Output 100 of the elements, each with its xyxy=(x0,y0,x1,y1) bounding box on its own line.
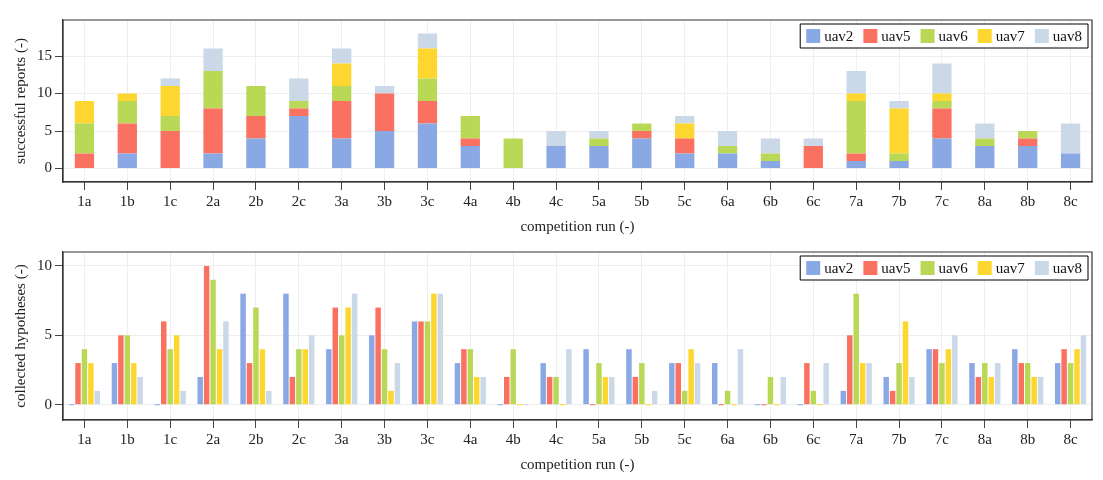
bar xyxy=(883,376,889,405)
bar xyxy=(246,138,266,168)
bar xyxy=(589,131,609,139)
x-tick-label: 2b xyxy=(248,192,264,209)
bar xyxy=(609,376,615,405)
bar xyxy=(982,363,988,405)
bar xyxy=(74,153,95,168)
y-tick-label: 0 xyxy=(44,395,52,412)
x-tick-label: 4c xyxy=(548,430,564,447)
bar xyxy=(760,161,781,168)
bar xyxy=(1018,138,1038,146)
bar xyxy=(632,376,639,405)
bar xyxy=(566,349,572,405)
bar xyxy=(474,376,480,405)
x-tick-label: 1b xyxy=(119,192,135,209)
bar xyxy=(767,376,774,405)
bar xyxy=(889,108,909,154)
bar xyxy=(167,349,173,405)
bar xyxy=(546,146,566,168)
bar xyxy=(803,138,823,146)
bar xyxy=(411,321,418,405)
bar xyxy=(117,153,137,168)
bar xyxy=(437,293,444,405)
bar xyxy=(846,153,866,161)
bar xyxy=(1018,146,1038,168)
bar xyxy=(639,363,645,405)
bar xyxy=(969,363,975,405)
bar xyxy=(1012,349,1018,405)
bar xyxy=(308,335,315,405)
bar xyxy=(823,363,829,405)
bar xyxy=(368,335,375,405)
x-tick-label: 4b xyxy=(505,192,521,209)
bar xyxy=(632,131,652,139)
bar xyxy=(694,363,701,405)
bar xyxy=(259,349,266,405)
y-tick-label: 0 xyxy=(44,159,52,176)
bar xyxy=(853,293,859,405)
bar xyxy=(160,116,180,131)
bar xyxy=(424,321,431,405)
bar xyxy=(975,376,982,405)
x-tick-label: 2a xyxy=(205,192,221,209)
bar xyxy=(381,349,388,405)
x-tick-label: 1a xyxy=(77,430,92,447)
legend-label: uav7 xyxy=(995,259,1026,276)
bar xyxy=(804,363,810,405)
bar xyxy=(760,138,781,154)
bar xyxy=(417,48,438,79)
bar xyxy=(717,153,738,168)
bar xyxy=(932,63,952,94)
bar xyxy=(1054,363,1061,405)
bar xyxy=(345,307,351,405)
bar xyxy=(504,376,510,405)
bar xyxy=(546,131,566,146)
bar xyxy=(180,390,186,405)
y-tick-label: 15 xyxy=(37,46,52,63)
bar xyxy=(846,71,866,94)
bar xyxy=(1074,349,1080,405)
bar xyxy=(88,363,94,405)
bar xyxy=(460,116,480,139)
x-tick-label: 1c xyxy=(163,192,178,209)
x-tick-label: 2a xyxy=(205,430,221,447)
bar xyxy=(75,363,81,405)
x-tick-label: 8c xyxy=(1063,192,1078,209)
bar xyxy=(589,146,609,168)
bar xyxy=(160,86,180,116)
legend-label: uav2 xyxy=(824,27,854,44)
bar xyxy=(847,335,853,405)
bar xyxy=(374,93,395,131)
bar xyxy=(394,363,401,405)
bar xyxy=(503,138,523,168)
bar xyxy=(160,78,180,86)
bar xyxy=(932,101,952,109)
y-tick-label: 5 xyxy=(44,326,52,343)
bar xyxy=(553,376,559,405)
y-axis-title: successful reports (-) xyxy=(11,38,29,164)
bar xyxy=(417,123,438,168)
bar xyxy=(669,363,675,405)
legend-label: uav5 xyxy=(881,259,911,276)
x-axis-title: competition run (-) xyxy=(520,455,635,473)
bar xyxy=(431,293,437,405)
x-tick-label: 8c xyxy=(1063,430,1078,447)
bar xyxy=(332,48,352,64)
bar xyxy=(632,138,652,168)
x-tick-label: 2c xyxy=(291,430,307,447)
x-tick-label: 7b xyxy=(891,192,907,209)
bar xyxy=(289,376,296,405)
bar xyxy=(160,131,180,168)
bar xyxy=(283,293,289,405)
bar xyxy=(289,101,309,109)
bar xyxy=(589,138,609,146)
bar xyxy=(460,146,480,168)
y-tick-label: 10 xyxy=(37,256,52,273)
x-tick-label: 8b xyxy=(1020,430,1036,447)
y-tick-label: 5 xyxy=(44,121,52,138)
x-tick-label: 4a xyxy=(463,430,478,447)
bar xyxy=(388,390,394,405)
bar xyxy=(596,363,602,405)
x-tick-label: 3a xyxy=(334,192,350,209)
bar xyxy=(240,293,246,405)
x-tick-label: 4a xyxy=(463,192,478,209)
